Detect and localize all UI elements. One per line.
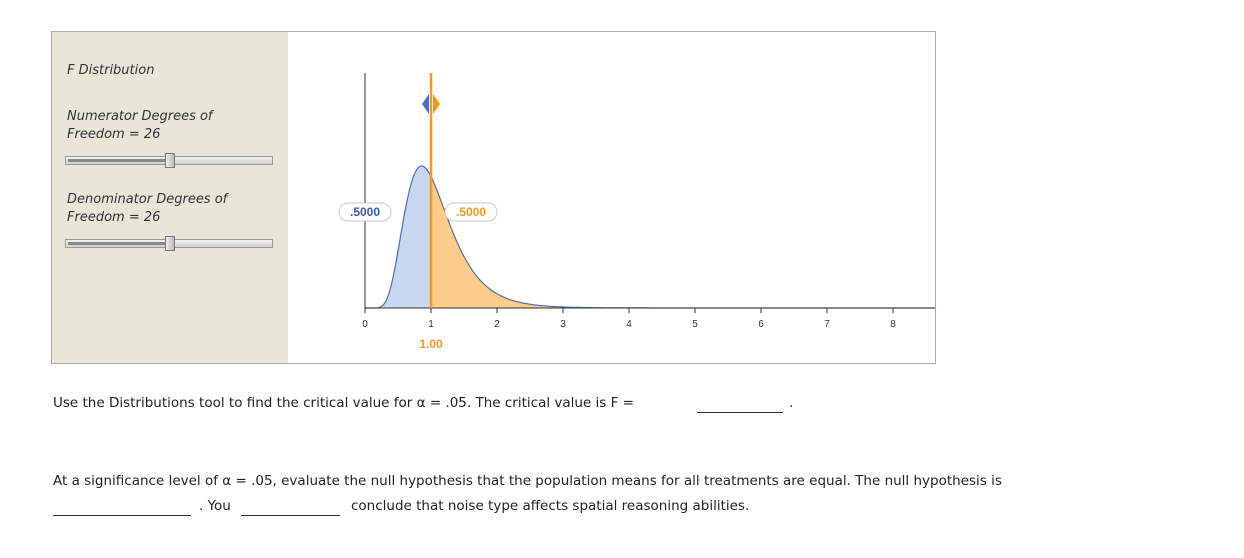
question1-end: .: [789, 395, 794, 411]
numerator-slider-thumb[interactable]: [165, 153, 175, 168]
right-tail-area: [431, 176, 935, 308]
x-tick-label: 8: [890, 319, 896, 330]
x-tick-label: 7: [824, 319, 830, 330]
question2-text: At a significance level of α = .05, eval…: [53, 473, 1002, 489]
right-area-value: .5000: [456, 205, 486, 219]
numerator-df-label: Numerator Degrees of Freedom = 26: [67, 109, 213, 142]
left-tail-area: [365, 166, 431, 308]
x-tick-label: 4: [626, 319, 632, 330]
x-tick-label: 0: [362, 319, 368, 330]
right-area-badge: .5000: [444, 202, 498, 222]
distributions-tool: F Distribution Numerator Degrees of Free…: [51, 31, 936, 364]
denominator-df-label: Denominator Degrees of Freedom = 26: [67, 192, 228, 225]
question2-end: conclude that noise type affects spatial…: [351, 498, 750, 514]
distribution-title: F Distribution: [67, 63, 155, 78]
x-ticks: 0123456789: [362, 308, 896, 330]
x-tick-label: 1: [428, 319, 434, 330]
x-tick-label: 3: [560, 319, 566, 330]
denominator-slider-fill: [68, 242, 167, 245]
critical-line-drag-handle[interactable]: [422, 94, 440, 114]
question2-you: . You: [199, 498, 231, 514]
critical-value-answer-blank[interactable]: [697, 394, 783, 413]
left-area-badge: .5000: [338, 202, 392, 222]
critical-value-label: 1.00: [419, 337, 443, 351]
x-tick-label: 6: [758, 319, 764, 330]
null-hypothesis-decision-blank[interactable]: [53, 497, 191, 516]
x-tick-label: 5: [692, 319, 698, 330]
control-panel: F Distribution Numerator Degrees of Free…: [52, 32, 288, 363]
numerator-df-slider[interactable]: [65, 153, 273, 168]
drag-right-arrow-icon[interactable]: [433, 94, 440, 114]
drag-left-arrow-icon[interactable]: [422, 94, 429, 114]
numerator-slider-fill: [68, 159, 167, 162]
left-area-value: .5000: [350, 205, 380, 219]
question1-text: Use the Distributions tool to find the c…: [53, 395, 634, 411]
denominator-df-slider[interactable]: [65, 236, 273, 251]
conclusion-blank[interactable]: [241, 497, 340, 516]
f-distribution-plot: 0123456789 .5000 .5000 1.00: [338, 73, 935, 351]
denominator-slider-thumb[interactable]: [165, 236, 175, 251]
x-tick-label: 2: [494, 319, 500, 330]
